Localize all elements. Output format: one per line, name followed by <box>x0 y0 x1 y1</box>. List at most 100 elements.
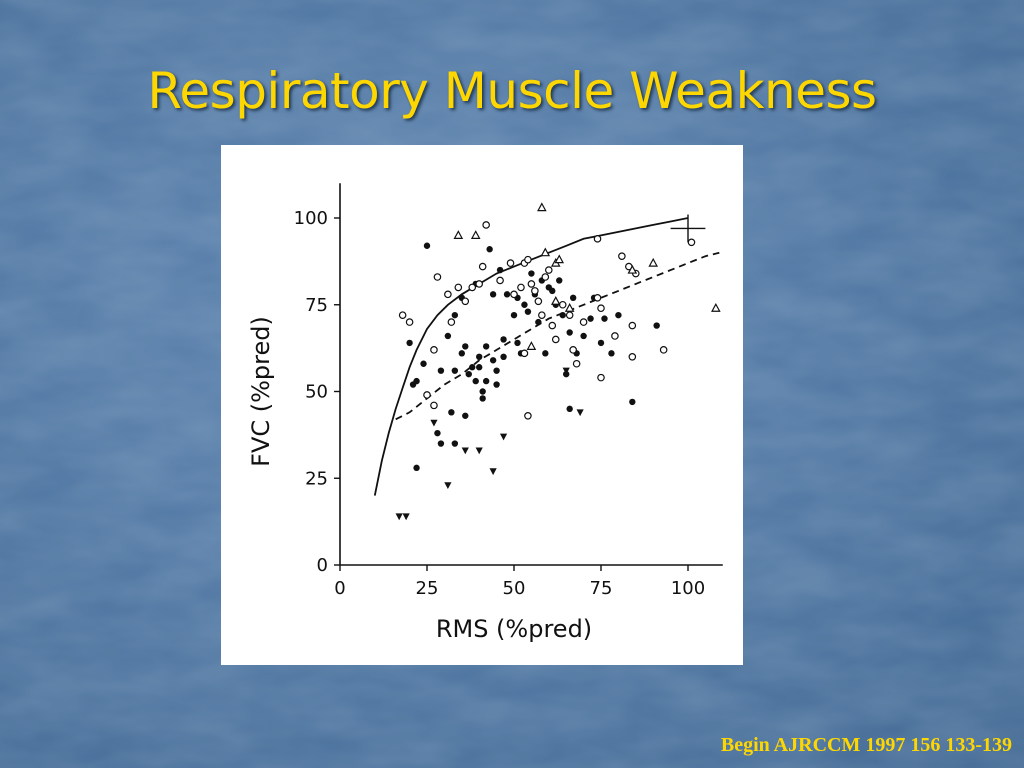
y-tick-label: 25 <box>305 468 328 489</box>
open-circle-point <box>687 238 696 247</box>
filled-circle-point <box>448 409 455 416</box>
filled-circle-point <box>437 367 445 374</box>
solid-fit-curve <box>373 217 689 496</box>
filled-circle-point <box>451 311 459 319</box>
y-tick-label: 100 <box>294 208 328 229</box>
filled-triangle-down-point <box>444 482 452 489</box>
open-circle-point <box>447 318 456 326</box>
open-circle-point <box>597 304 605 313</box>
open-circle-point <box>597 373 605 382</box>
filled-circle-point <box>653 322 660 329</box>
filled-circle-point <box>451 440 459 447</box>
dashed-fit-curve <box>395 251 720 421</box>
open-triangle-point <box>470 230 481 239</box>
filled-circle-point <box>549 287 556 295</box>
x-tick-label: 50 <box>503 578 526 599</box>
filled-circle-point <box>482 377 490 385</box>
filled-circle-point <box>469 364 476 371</box>
filled-triangle-down-point <box>489 468 497 476</box>
x-tick-label: 0 <box>334 578 345 599</box>
open-circle-point <box>478 262 487 271</box>
filled-circle-point <box>451 367 459 374</box>
filled-circle-point <box>569 294 577 302</box>
open-circle-point <box>444 290 452 299</box>
open-circle-point <box>534 297 543 306</box>
open-circle-point <box>538 311 546 319</box>
x-tick-label: 100 <box>671 578 705 599</box>
filled-circle-point <box>615 311 622 319</box>
filled-circle-point <box>597 339 605 347</box>
open-circle-point <box>569 346 577 354</box>
filled-circle-point <box>472 377 479 385</box>
open-circle-point <box>433 273 442 281</box>
open-circle-point <box>527 280 536 288</box>
filled-circle-point <box>434 429 441 437</box>
filled-triangle-down-point <box>395 513 403 521</box>
open-triangle-point <box>564 302 575 312</box>
open-circle-point <box>398 311 407 319</box>
filled-circle-point <box>413 464 420 472</box>
open-circle-point <box>551 335 560 344</box>
filled-circle-point <box>486 246 493 253</box>
x-tick-label: 25 <box>416 578 439 599</box>
open-circle-point <box>524 411 532 420</box>
filled-circle-point <box>524 308 532 315</box>
filled-triangle-down-point <box>562 367 570 375</box>
filled-circle-point <box>601 315 608 322</box>
slide-title: Respiratory Muscle Weakness <box>147 62 877 120</box>
open-triangle-point <box>711 302 721 312</box>
filled-circle-point <box>437 440 445 447</box>
open-circle-point <box>482 221 490 229</box>
filled-triangle-down-point <box>461 447 469 455</box>
filled-circle-point <box>629 398 636 406</box>
x-axis-title: RMS (%pred) <box>436 615 592 643</box>
filled-triangle-down-point <box>402 513 410 521</box>
open-circle-point <box>579 318 588 326</box>
filled-triangle-down-point <box>499 433 508 441</box>
filled-circle-point <box>420 360 427 367</box>
filled-circle-point <box>458 350 465 357</box>
filled-circle-point <box>476 364 483 371</box>
open-circle-point <box>541 273 550 281</box>
filled-circle-point <box>465 370 472 378</box>
y-axis-title: FVC (%pred) <box>247 316 275 467</box>
filled-circle-point <box>535 318 542 326</box>
filled-circle-point <box>556 277 563 284</box>
open-circle-point <box>454 283 463 292</box>
filled-circle-point <box>566 329 573 336</box>
filled-circle-point <box>587 315 594 322</box>
y-tick-label: 0 <box>317 555 328 576</box>
open-circle-point <box>517 283 525 292</box>
open-triangle-point <box>627 264 638 274</box>
open-triangle-point <box>554 254 565 264</box>
filled-circle-point <box>503 291 511 298</box>
open-circle-point <box>510 290 518 299</box>
open-circle-point <box>496 276 504 285</box>
filled-circle-point <box>500 336 507 343</box>
filled-triangle-down-point <box>576 409 584 417</box>
open-triangle-point <box>540 247 551 257</box>
open-circle-point <box>593 235 602 243</box>
y-tick-label: 50 <box>305 382 328 403</box>
open-triangle-point <box>537 202 547 212</box>
open-circle-point <box>461 297 470 306</box>
open-circle-point <box>628 353 637 361</box>
filled-circle-point <box>462 343 469 350</box>
filled-circle-point <box>406 339 413 347</box>
open-circle-point <box>572 359 581 368</box>
open-circle-point <box>565 311 574 319</box>
open-circle-point <box>520 349 529 358</box>
filled-circle-point <box>559 311 566 319</box>
filled-circle-point <box>489 291 497 298</box>
filled-circle-point <box>479 388 486 395</box>
citation: Begin AJRCCM 1997 156 133-139 <box>720 734 1012 756</box>
open-circle-point <box>548 321 557 330</box>
filled-circle-point <box>493 381 500 388</box>
filled-circle-point <box>413 377 420 385</box>
open-circle-point <box>659 346 668 354</box>
filled-circle-point <box>496 266 504 274</box>
open-circle-point <box>593 294 602 302</box>
filled-circle-point <box>542 350 549 357</box>
open-circle-point <box>531 287 539 295</box>
open-circle-point <box>544 266 553 274</box>
